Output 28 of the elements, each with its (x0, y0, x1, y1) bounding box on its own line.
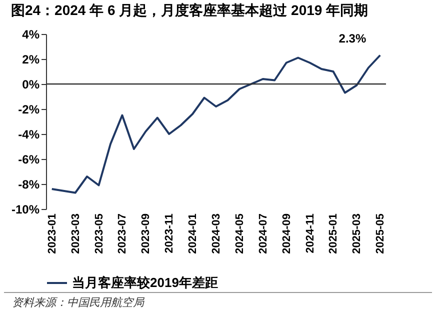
x-tick-label: 2023-01 (46, 214, 58, 254)
y-tick-label: -2% (18, 102, 40, 116)
y-tick-label: -4% (18, 128, 40, 142)
x-tick-label: 2023-05 (93, 214, 106, 254)
x-tick-label: 2023-09 (140, 214, 152, 254)
line-series (50, 54, 382, 194)
text: 资料来源：中国民用航空局 (12, 295, 146, 310)
x-tick-label: 2025-03 (351, 214, 364, 254)
y-tick-label: -6% (18, 152, 40, 166)
annotation: 2.3% (338, 31, 366, 46)
x-tick-label: 2023-03 (70, 214, 82, 254)
y-tick-label: -10% (11, 202, 40, 216)
y-tick-label: 2% (22, 52, 40, 66)
x-tick-label: 2023-11 (164, 214, 176, 254)
chart-title: 图24：2024 年 6 月起，月度客座率基本超过 2019 年同期 (10, 2, 368, 18)
legend-label: 当月客座率较2019年差距 (72, 275, 218, 290)
x-tick-label: 2024-11 (304, 214, 316, 254)
x-tick-label: 2025-01 (328, 214, 340, 254)
x-tick-label: 2024-09 (280, 214, 293, 254)
y-tick-label: -8% (18, 178, 40, 192)
x-tick-label: 2024-01 (187, 214, 200, 254)
y-tick-label: 0% (22, 78, 40, 92)
y-tick-label: 4% (22, 28, 40, 42)
x-tick-label: 2024-03 (210, 214, 222, 254)
x-tick-label: 2025-05 (374, 214, 387, 254)
x-tick-label: 2023-07 (116, 214, 129, 254)
x-tick-label: 2024-05 (234, 214, 246, 254)
x-tick-label: 2024-07 (257, 214, 270, 254)
